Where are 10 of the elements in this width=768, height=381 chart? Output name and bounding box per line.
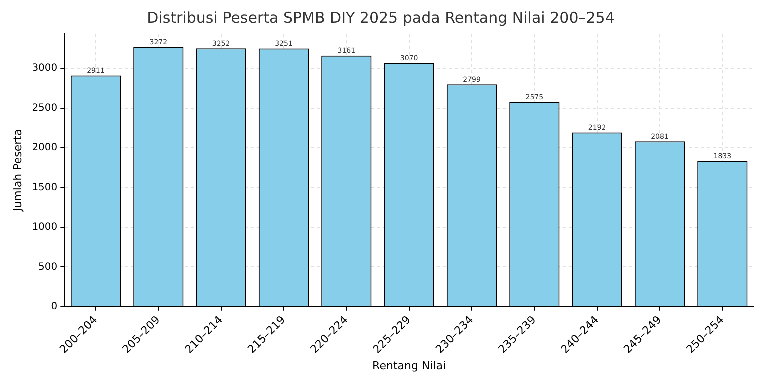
y-axis-title: Jumlah Peserta bbox=[11, 129, 24, 213]
y-tick-label: 1000 bbox=[32, 222, 58, 234]
chart-title: Distribusi Peserta SPMB DIY 2025 pada Rentang Nilai 200–254 bbox=[147, 8, 615, 27]
y-tick-label: 2500 bbox=[32, 102, 58, 114]
y-tick-label: 3000 bbox=[32, 63, 58, 74]
y-tick-label: 2000 bbox=[32, 142, 58, 154]
y-tick-label: 0 bbox=[51, 301, 58, 312]
x-axis-title: Rentang Nilai bbox=[372, 359, 446, 372]
y-tick-label: 500 bbox=[38, 262, 58, 273]
y-tick-label: 1500 bbox=[32, 182, 58, 194]
